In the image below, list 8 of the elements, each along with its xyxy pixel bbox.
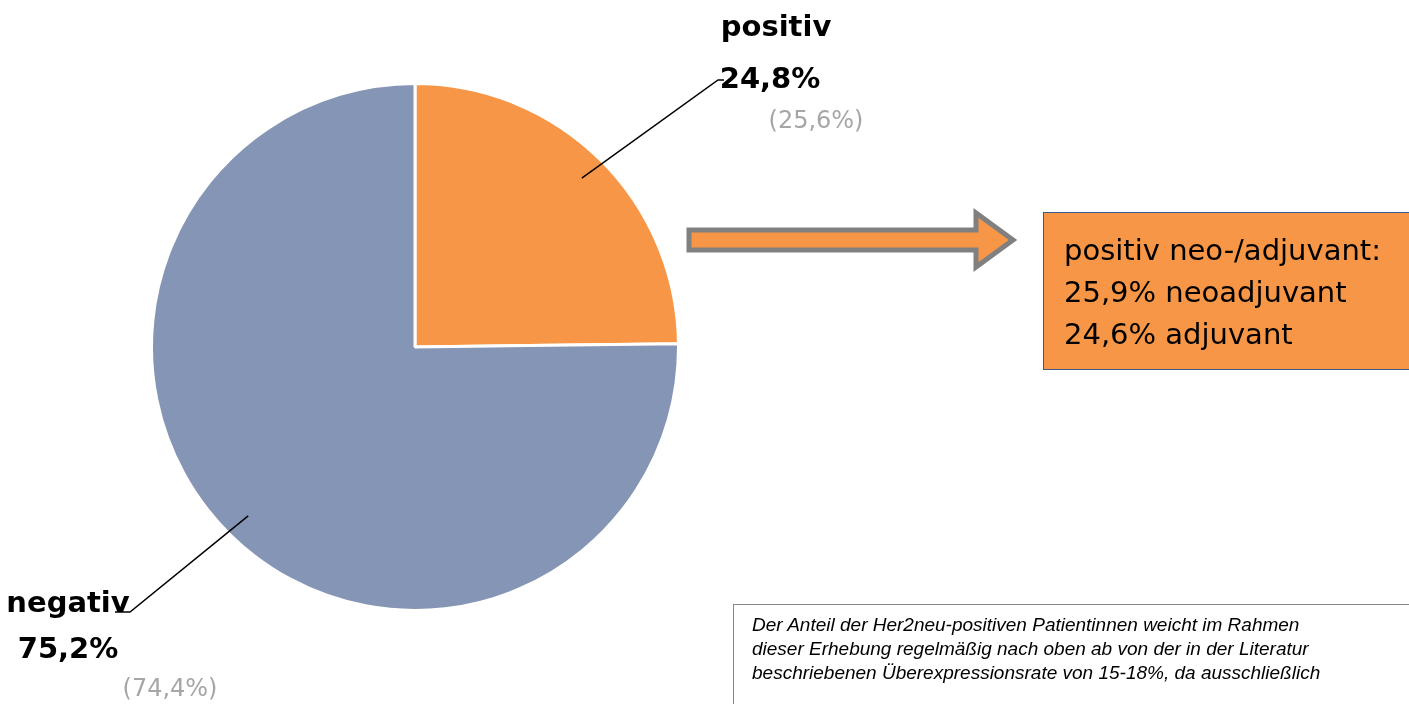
- text: Der Anteil der Her2neu-positiven Patientinnen weicht im Rahmen dieser Erhebung regelmäßig nach oben ab von der in der Literatur beschriebenen Überexpressionsrate von 15-18%, da ausschließlich: [733, 604, 1409, 704]
- data-label: 24,8%: [719, 60, 821, 95]
- text: (25,6%): [768, 106, 864, 135]
- text: positiv neo-/adjuvant: 25,9% neoadjuvant 24,6% adjuvant: [1043, 212, 1409, 370]
- text: (74,4%): [122, 674, 218, 703]
- data-label: 75,2%: [17, 630, 119, 665]
- slice-label: positiv: [720, 8, 832, 43]
- slice-label: negativ: [6, 584, 130, 619]
